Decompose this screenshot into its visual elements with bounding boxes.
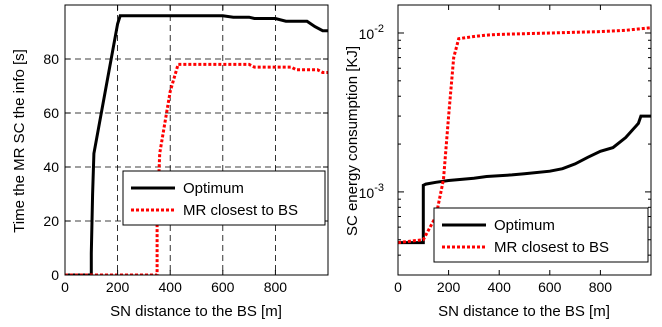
left-y-tick-label: 80: [43, 51, 59, 67]
right-y-tick-label: 10-2: [359, 23, 384, 42]
right-axes-frame: [397, 4, 652, 276]
left-y-tick-label: 60: [43, 105, 59, 121]
left-legend: Optimum MR closest to BS: [122, 170, 326, 226]
right-legend: Optimum MR closest to BS: [433, 207, 649, 263]
right-legend-label-mr-closest: MR closest to BS: [494, 239, 609, 256]
right-y-axis-label: SC energy consumption [KJ]: [344, 46, 361, 236]
left-x-tick-label: 400: [159, 279, 183, 295]
right-series-mr-closest-to-bs-line: [398, 26, 651, 245]
left-x-tick-label: 0: [61, 279, 69, 295]
right-x-tick-label: 800: [589, 279, 613, 295]
left-axes-frame: [64, 4, 329, 276]
left-legend-label-mr-closest: MR closest to BS: [183, 202, 298, 219]
left-x-axis-label: SN distance to the BS [m]: [110, 303, 282, 320]
left-plot-area: [65, 5, 328, 275]
left-legend-label-optimum: Optimum: [183, 180, 244, 197]
right-series-optimum-line: [398, 114, 651, 245]
left-y-tick-label: 0: [51, 267, 59, 283]
left-series-optimum-line: [65, 14, 328, 275]
left-x-tick-label: 800: [264, 279, 288, 295]
right-y-tick-label: 10-3: [359, 182, 384, 201]
right-x-axis-label: SN distance to the BS [m]: [438, 303, 610, 320]
left-x-tick-label: 600: [211, 279, 235, 295]
left-y-tick-label: 20: [43, 213, 59, 229]
left-chart-panel: Time the MR SC the info [s] SN distance …: [11, 4, 329, 320]
right-x-tick-label: 400: [488, 279, 512, 295]
right-x-tick-label: 200: [437, 279, 461, 295]
right-x-tick-label: 0: [394, 279, 402, 295]
right-chart-panel: SC energy consumption [KJ] SN distance t…: [344, 4, 652, 320]
right-x-tick-label: 600: [538, 279, 562, 295]
right-legend-label-optimum: Optimum: [494, 217, 555, 234]
left-y-axis-label: Time the MR SC the info [s]: [11, 49, 28, 233]
left-legend-box: [122, 170, 326, 226]
left-x-tick-label: 200: [106, 279, 130, 295]
left-y-tick-label: 40: [43, 159, 59, 175]
right-legend-box: [433, 207, 649, 263]
